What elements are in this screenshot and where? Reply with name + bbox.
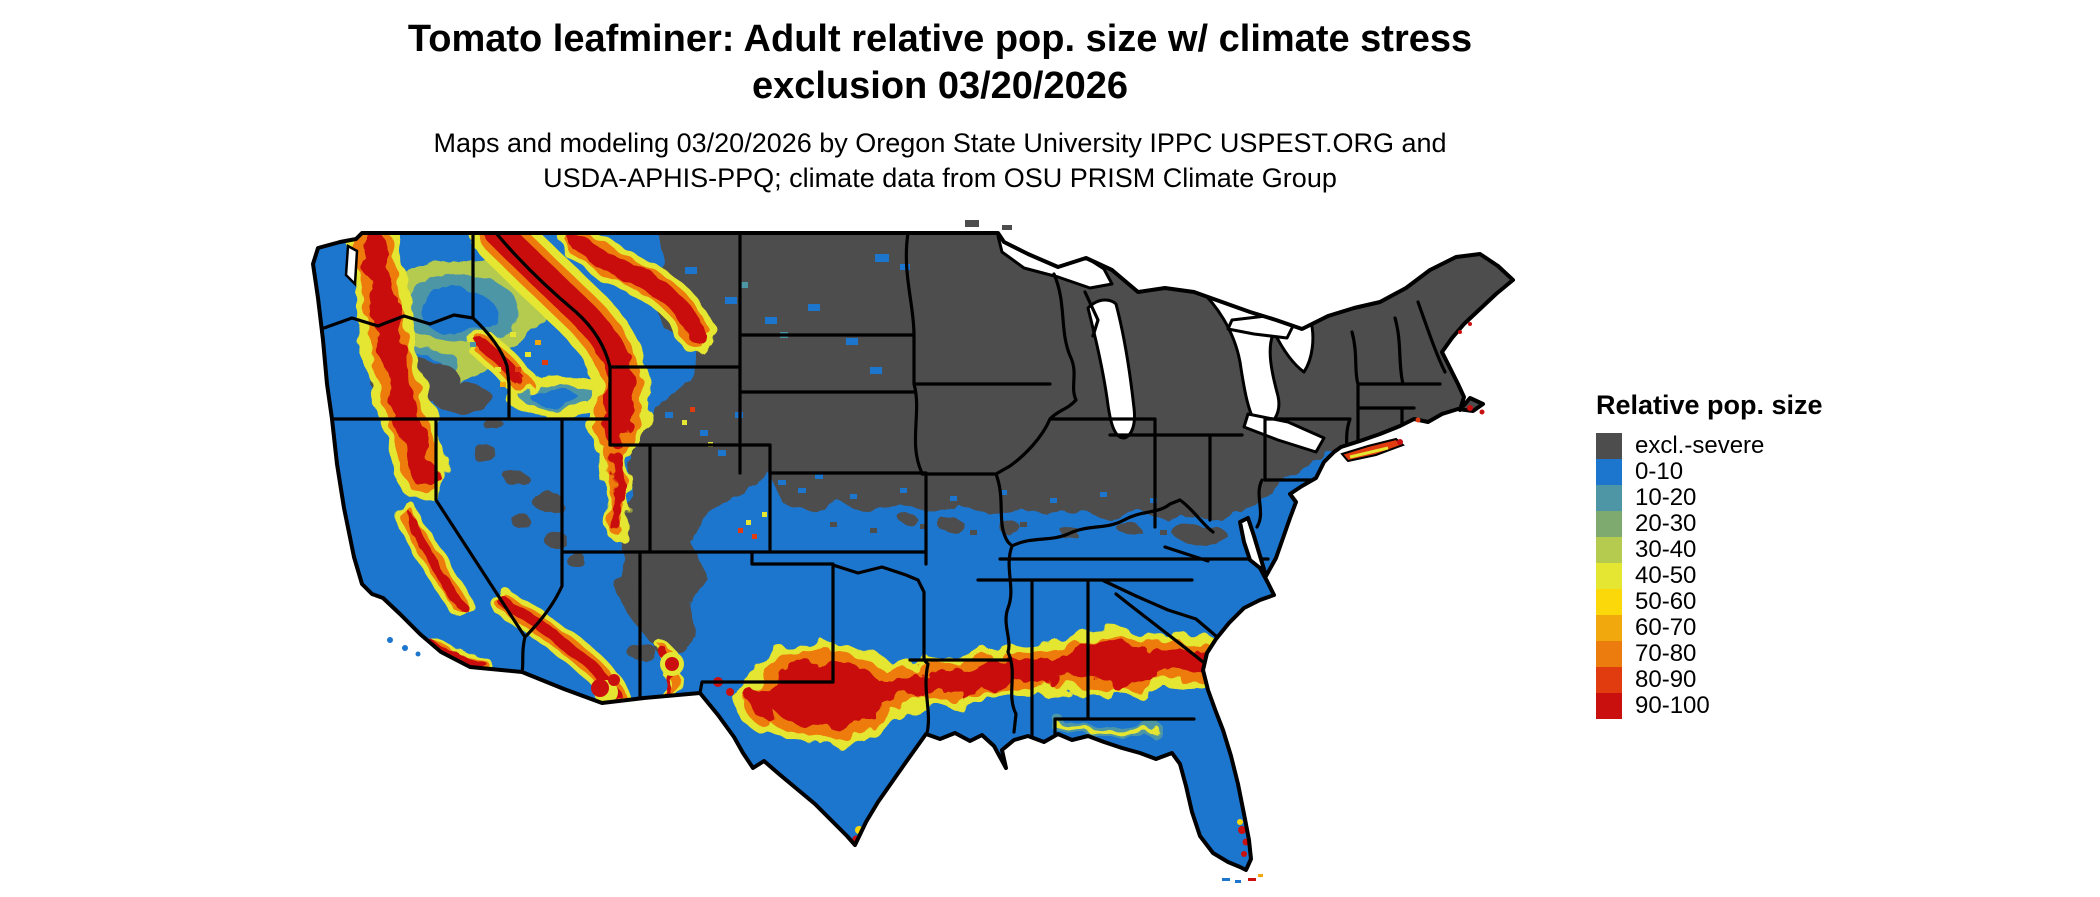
legend-label: 90-100 [1635, 692, 1710, 719]
legend-swatch [1596, 433, 1622, 459]
legend-swatch [1596, 589, 1622, 615]
legend-label: 20-30 [1635, 510, 1697, 537]
legend-row: 40-50 [1596, 563, 1896, 589]
legend-label: 30-40 [1635, 536, 1697, 563]
map-title-line2: exclusion 03/20/2026 [751, 65, 1129, 107]
legend-row: 60-70 [1596, 615, 1896, 641]
legend-label: 40-50 [1635, 562, 1697, 589]
legend-row: 20-30 [1596, 511, 1896, 537]
legend-title: Relative pop. size [1596, 390, 1823, 420]
legend-row: excl.-severe [1596, 433, 1896, 459]
coastal-specks [1415, 322, 1485, 423]
legend-label: 50-60 [1635, 588, 1697, 615]
legend: Relative pop. size excl.-severe 0-10 10-… [1596, 390, 1896, 719]
canada-edge-specks [965, 220, 1012, 230]
lake-michigan [1086, 298, 1136, 440]
state-borders [322, 233, 1447, 738]
map-subtitle-line2: USDA-APHIS-PPQ; climate data from OSU PR… [543, 163, 1337, 193]
legend-rows: excl.-severe 0-10 10-20 20-30 30-40 40-5… [1596, 433, 1896, 719]
legend-swatch [1596, 693, 1622, 719]
legend-swatch [1596, 667, 1622, 693]
legend-label: 70-80 [1635, 640, 1697, 667]
legend-label: 0-10 [1635, 458, 1684, 485]
florida-keys [1222, 874, 1263, 883]
legend-swatch [1596, 615, 1622, 641]
puget-sound [344, 243, 359, 287]
channel-islands [387, 637, 421, 657]
us-distribution-map [311, 220, 1515, 883]
legend-row: 10-20 [1596, 485, 1896, 511]
header: Tomato leafminer: Adult relative pop. si… [0, 16, 1880, 196]
legend-swatch [1596, 537, 1622, 563]
legend-row: 30-40 [1596, 537, 1896, 563]
legend-row: 90-100 [1596, 693, 1896, 719]
legend-swatch [1596, 485, 1622, 511]
map-subtitle: Maps and modeling 03/20/2026 by Oregon S… [0, 126, 1880, 196]
legend-label: excl.-severe [1635, 432, 1765, 459]
legend-label: 80-90 [1635, 666, 1697, 693]
legend-row: 80-90 [1596, 667, 1896, 693]
legend-row: 0-10 [1596, 459, 1896, 485]
long-island [1340, 437, 1405, 463]
map-speckles [470, 254, 1250, 857]
legend-swatch [1596, 459, 1622, 485]
map-title-line1: Tomato leafminer: Adult relative pop. si… [407, 18, 1473, 60]
legend-row: 70-80 [1596, 641, 1896, 667]
legend-swatch [1596, 641, 1622, 667]
map-container [310, 212, 1560, 892]
legend-label: 60-70 [1635, 614, 1697, 641]
legend-row: 50-60 [1596, 589, 1896, 615]
legend-swatch [1596, 563, 1622, 589]
map-subtitle-line1: Maps and modeling 03/20/2026 by Oregon S… [433, 128, 1447, 158]
legend-label: 10-20 [1635, 484, 1697, 511]
legend-swatch [1596, 511, 1622, 537]
